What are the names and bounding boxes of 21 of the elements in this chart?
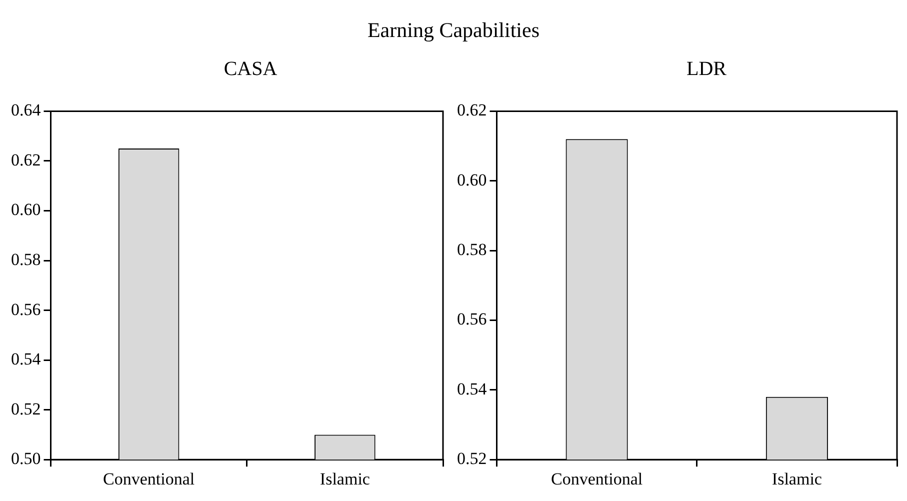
y-tick-label: 0.60	[11, 200, 41, 220]
y-tick-label: 0.58	[11, 250, 41, 269]
y-tick-label: 0.50	[11, 449, 41, 468]
x-tick-label: Conventional	[551, 469, 643, 488]
chart-subtitle: LDR	[686, 58, 728, 82]
y-tick-label: 0.64	[11, 100, 42, 120]
y-tick-label: 0.62	[11, 150, 41, 170]
y-tick-label: 0.58	[457, 240, 487, 260]
x-tick-label: Islamic	[320, 469, 370, 488]
chart-subtitle: CASA	[222, 58, 278, 82]
y-tick-label: 0.54	[11, 350, 42, 369]
y-tick-label: 0.54	[457, 379, 488, 398]
y-tick-label: 0.60	[457, 170, 487, 190]
y-tick-label: 0.52	[457, 449, 487, 468]
x-tick-label: Islamic	[772, 469, 822, 488]
x-tick-label: Conventional	[103, 469, 195, 488]
y-tick-label: 0.62	[457, 100, 487, 120]
y-tick-label: 0.56	[457, 310, 487, 329]
chart-title: Earning Capabilities	[366, 17, 541, 44]
y-tick-label: 0.56	[11, 300, 41, 319]
y-tick-label: 0.52	[11, 399, 41, 418]
